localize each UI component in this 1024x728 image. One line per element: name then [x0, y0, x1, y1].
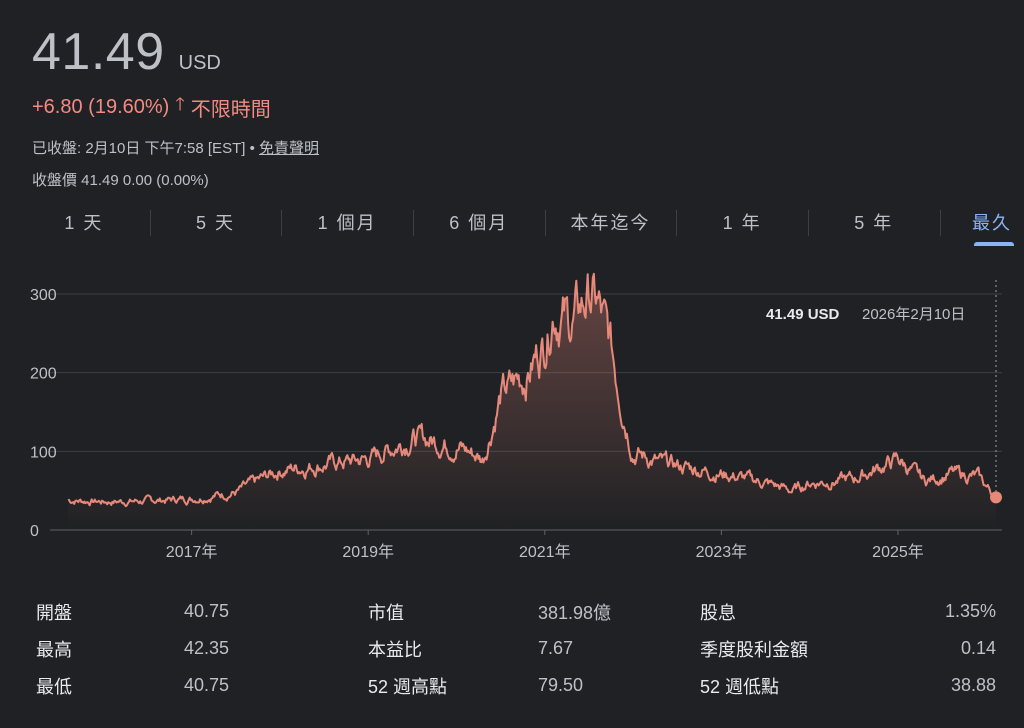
stat-value-open: 40.75	[184, 601, 230, 621]
y-tick-label: 200	[30, 366, 57, 383]
tab-6m[interactable]: 6 個月	[412, 206, 545, 242]
tab-5y[interactable]: 5 年	[807, 206, 940, 242]
tab-1y[interactable]: 1 年	[676, 206, 808, 242]
stat-label-open: 開盤	[36, 602, 72, 623]
change-period: 不限時間	[190, 98, 271, 121]
stat-label-market-cap: 市值	[368, 602, 404, 623]
x-tick-label: 2023年	[696, 543, 748, 561]
disclaimer-link[interactable]: 免責聲明	[259, 140, 320, 157]
stat-label-52w-high: 52 週高點	[368, 676, 448, 697]
tab-max[interactable]: 最久	[939, 206, 1016, 246]
stat-value-pe-ratio: 7.67	[538, 638, 574, 658]
y-tick-label: 300	[30, 287, 57, 304]
stat-label-52w-low: 52 週低點	[700, 676, 780, 697]
x-tick-label: 2017年	[166, 543, 218, 561]
y-axis-labels: 0 100 200 300	[30, 287, 57, 540]
x-tick-label: 2019年	[342, 543, 394, 561]
stat-label-quarterly-dividend: 季度股利金額	[700, 639, 808, 660]
price-line	[67, 272, 997, 508]
price-change: +6.80 (19.60%)	[32, 95, 170, 118]
x-tick-label: 2025年	[872, 543, 924, 561]
stat-value-dividend-yield: 1.35%	[944, 601, 996, 621]
tab-1d[interactable]: 1 天	[64, 213, 104, 233]
market-status: 已收盤: 2月10日 下午7:58 [EST] • 免責聲明	[32, 137, 319, 158]
last-price-dot	[990, 491, 1002, 504]
stats-row: 最低 40.75 52 週高點 79.50 52 週低點 38.88	[36, 667, 996, 704]
key-stats: 開盤 40.75 市值 381.98億 股息 1.35% 最高 42.35 本益…	[36, 593, 996, 704]
x-tick-label: 2021年	[519, 543, 571, 561]
y-tick-label: 100	[30, 444, 57, 461]
stat-label-low: 最低	[36, 676, 72, 697]
y-tick-label: 0	[30, 523, 39, 540]
stat-value-52w-low: 38.88	[950, 675, 996, 695]
tooltip-date: 2026年2月10日	[862, 306, 965, 323]
price-row: 41.49 USD	[32, 22, 221, 82]
price-area	[68, 273, 996, 530]
close-price-line: 收盤價 41.49 0.00 (0.00%)	[32, 172, 209, 189]
tooltip: 41.49 USD 2026年2月10日	[754, 298, 994, 328]
status-text: 已收盤: 2月10日 下午7:58 [EST] •	[32, 140, 255, 157]
stat-value-high: 42.35	[184, 638, 230, 658]
stat-label-dividend-yield: 股息	[700, 602, 736, 623]
stat-label-pe-ratio: 本益比	[368, 639, 422, 660]
stat-value-52w-high: 79.50	[538, 675, 584, 695]
tab-5d[interactable]: 5 天	[149, 206, 282, 242]
range-tabs: 1 天 5 天 1 個月 6 個月 本年迄今 1 年 5 年 最久	[18, 206, 1016, 246]
stats-row: 最高 42.35 本益比 7.67 季度股利金額 0.14	[36, 630, 996, 667]
change-row: +6.80 (19.60%) 🡑 不限時間	[32, 92, 271, 122]
tab-1m[interactable]: 1 個月	[281, 206, 413, 242]
tooltip-background	[754, 298, 994, 328]
price-chart[interactable]: 0 100 200 300 2017年 2019年 2021年 2023年 2025年 41.…	[0, 270, 1024, 570]
arrow-up-icon: 🡑	[175, 94, 185, 114]
stats-row: 開盤 40.75 市值 381.98億 股息 1.35%	[36, 593, 996, 630]
currency-label: USD	[178, 52, 221, 74]
stat-value-quarterly-dividend: 0.14	[960, 638, 996, 658]
current-price: 41.49	[32, 23, 165, 81]
stat-value-low: 40.75	[184, 675, 230, 695]
stat-label-high: 最高	[36, 639, 72, 660]
tab-ytd[interactable]: 本年迄今	[544, 206, 677, 242]
stat-value-market-cap: 381.98億	[538, 602, 612, 623]
x-axis-labels: 2017年 2019年 2021年 2023年 2025年	[166, 530, 924, 561]
tooltip-value: 41.49 USD	[766, 306, 840, 323]
